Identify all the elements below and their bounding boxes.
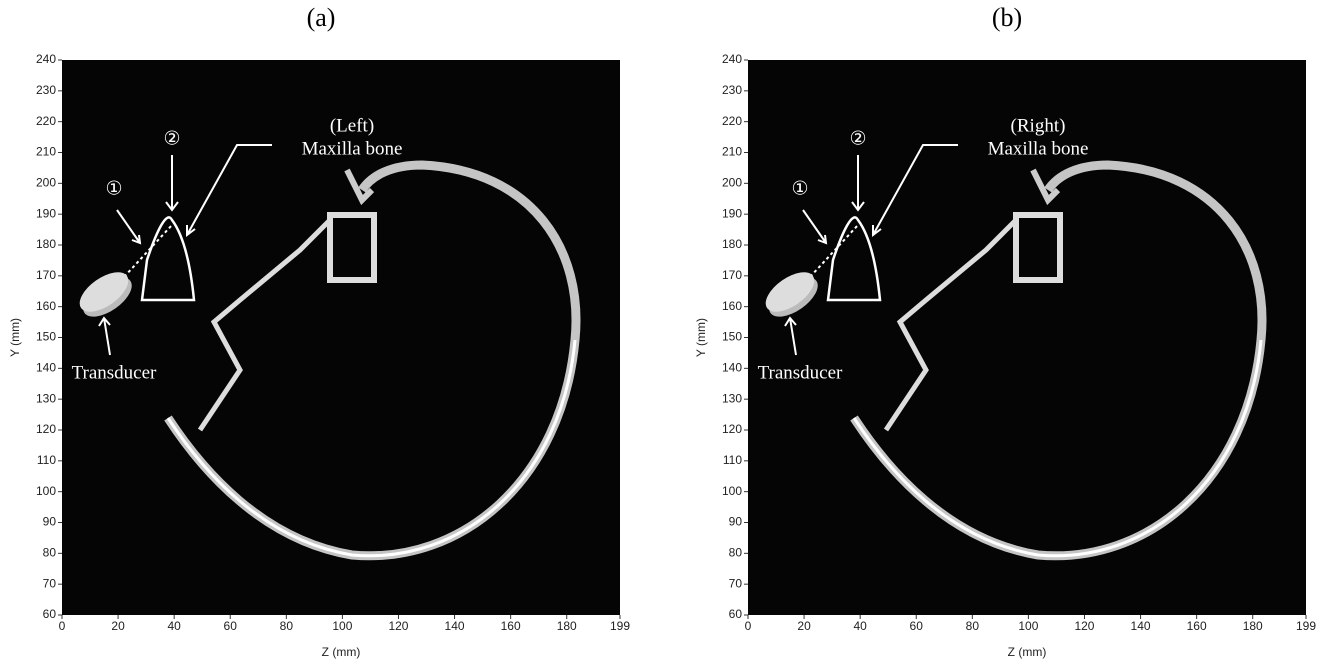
y-tick-label: 190 [36,206,56,220]
x-tick-label: 100 [332,619,352,633]
panel-title: (a) [307,3,336,32]
x-axis-label: Z (mm) [1008,645,1047,659]
y-tick-label: 60 [729,607,743,621]
y-tick-label: 180 [722,237,742,251]
y-tick-label: 100 [36,484,56,498]
y-tick-label: 130 [36,391,56,405]
y-tick-label: 230 [36,83,56,97]
y-tick-label: 70 [43,576,57,590]
annotation: ① [105,178,122,199]
y-tick-label: 210 [36,145,56,159]
y-tick-label: 160 [36,299,56,313]
annotation: Transducer [758,362,843,383]
y-tick-label: 150 [36,330,56,344]
x-tick-label: 180 [557,619,577,633]
y-tick-label: 130 [722,391,742,405]
y-tick-label: 200 [36,176,56,190]
y-tick-label: 220 [722,114,742,128]
y-axis-label: Y (mm) [8,318,22,357]
x-tick-label: 180 [1243,619,1263,633]
x-tick-label: 20 [797,619,811,633]
annotation: Maxilla bone [302,138,403,159]
x-tick-label: 199 [610,619,630,633]
y-tick-label: 210 [722,145,742,159]
x-tick-label: 60 [224,619,238,633]
x-tick-label: 160 [1187,619,1207,633]
x-tick-label: 40 [167,619,181,633]
y-tick-label: 100 [722,484,742,498]
x-tick-label: 140 [445,619,465,633]
y-tick-label: 60 [43,607,57,621]
y-tick-label: 240 [36,52,56,66]
x-tick-label: 199 [1296,619,1316,633]
y-tick-label: 140 [36,361,56,375]
y-axis-label: Y (mm) [694,318,708,357]
x-tick-label: 160 [501,619,521,633]
y-tick-label: 120 [36,422,56,436]
y-tick-label: 160 [722,299,742,313]
annotation: (Right) [1011,115,1066,136]
annotation: Maxilla bone [988,138,1089,159]
y-tick-label: 70 [729,576,743,590]
y-tick-label: 180 [36,237,56,251]
y-tick-label: 110 [37,453,56,467]
y-tick-label: 90 [43,515,57,529]
y-tick-label: 200 [722,176,742,190]
x-tick-label: 80 [966,619,980,633]
y-tick-label: 170 [722,268,742,282]
x-tick-label: 80 [280,619,294,633]
annotation: (Left) [330,115,374,136]
y-tick-label: 190 [722,206,742,220]
x-tick-label: 20 [111,619,125,633]
y-tick-label: 110 [723,453,742,467]
y-tick-label: 140 [722,361,742,375]
y-tick-label: 220 [36,114,56,128]
x-axis-label: Z (mm) [322,645,361,659]
y-tick-label: 230 [722,83,742,97]
y-tick-label: 80 [43,546,57,560]
x-tick-label: 120 [388,619,408,633]
x-tick-label: 0 [745,619,752,633]
x-tick-label: 100 [1018,619,1038,633]
y-tick-label: 80 [729,546,743,560]
y-tick-label: 170 [36,268,56,282]
annotation: Transducer [72,362,157,383]
x-tick-label: 120 [1074,619,1094,633]
x-tick-label: 40 [853,619,867,633]
x-tick-label: 140 [1131,619,1151,633]
y-tick-label: 90 [729,515,743,529]
annotation: ① [791,178,808,199]
annotation: ② [849,128,866,149]
x-tick-label: 0 [59,619,66,633]
panel-title: (b) [992,3,1022,32]
y-tick-label: 150 [722,330,742,344]
y-tick-label: 120 [722,422,742,436]
y-tick-label: 240 [722,52,742,66]
annotation: ② [163,128,180,149]
x-tick-label: 60 [910,619,924,633]
